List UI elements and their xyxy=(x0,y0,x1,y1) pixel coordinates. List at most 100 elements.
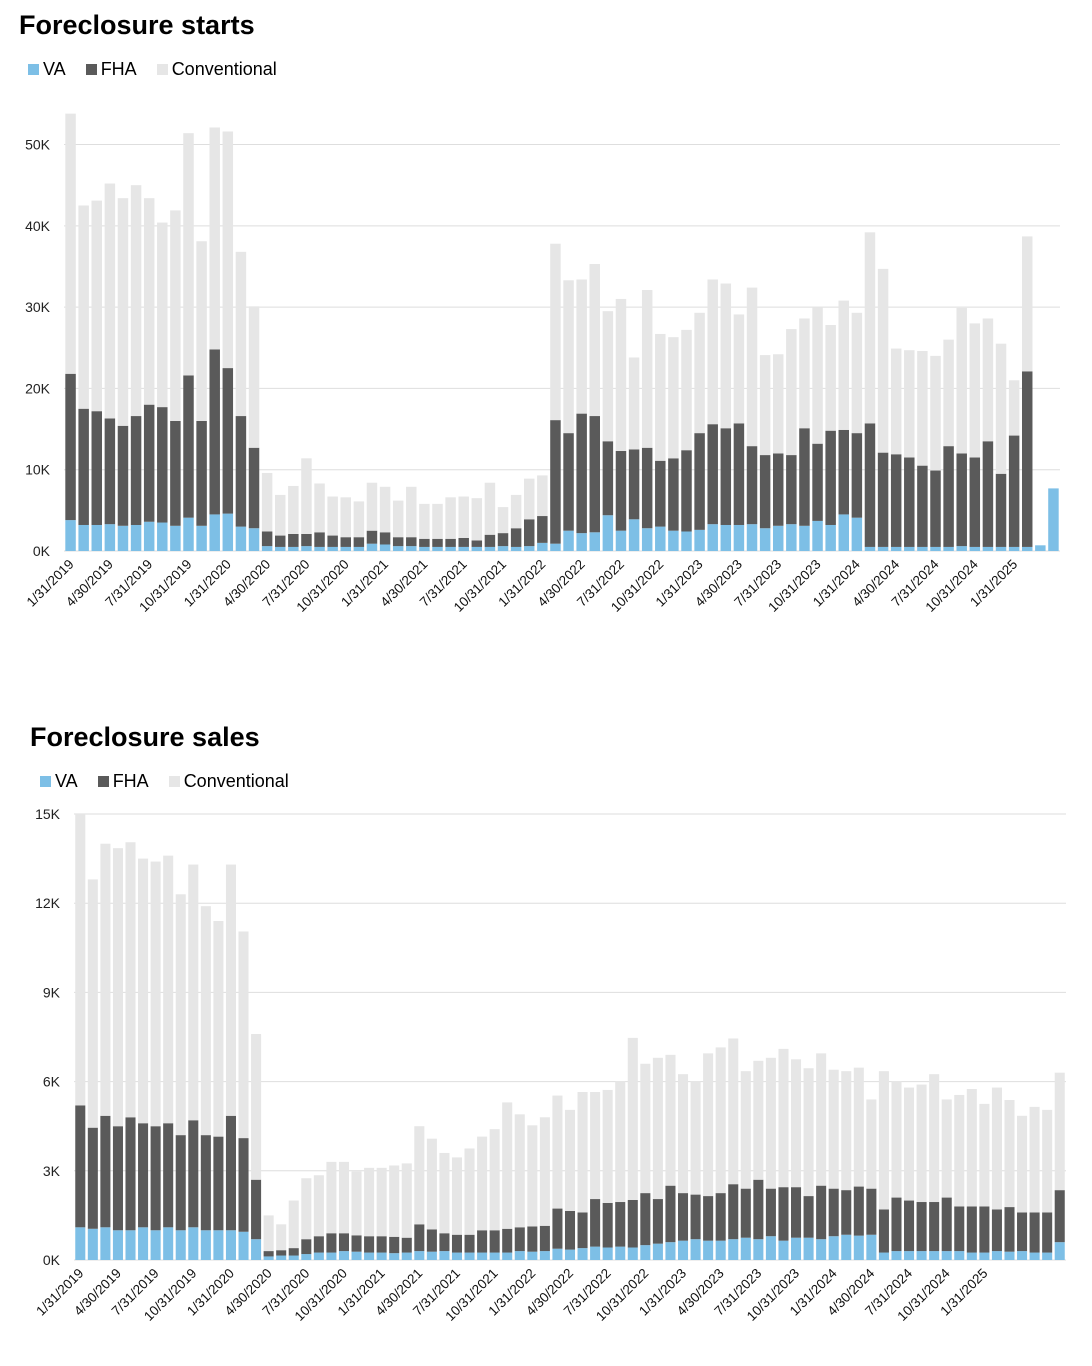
bar-conventional xyxy=(170,210,181,421)
foreclosure-sales-chart: 0K3K6K9K12K15K1/31/20194/30/20197/31/201… xyxy=(33,806,1066,1324)
bar-conventional xyxy=(966,1089,977,1207)
bar-fha xyxy=(261,531,273,547)
legend-swatch-conventional xyxy=(168,776,180,787)
bar-fha xyxy=(248,447,260,529)
bar-fha xyxy=(853,1186,864,1236)
bar-conventional xyxy=(87,879,98,1128)
bar-va xyxy=(163,1227,174,1260)
bar-fha xyxy=(392,537,404,547)
bar-conventional xyxy=(891,1081,902,1198)
bar-conventional xyxy=(759,355,771,456)
y-tick-label: 15K xyxy=(35,806,61,822)
bar-conventional xyxy=(366,482,378,531)
legend-label-conventional: Conventional xyxy=(171,59,277,79)
legend-swatch-va xyxy=(40,776,51,787)
bar-fha xyxy=(759,455,771,529)
bar-va xyxy=(941,1251,952,1260)
bar-fha xyxy=(655,460,666,527)
bar-va xyxy=(641,528,653,551)
bar-conventional xyxy=(78,205,89,409)
bar-va xyxy=(828,1236,839,1260)
bar-va xyxy=(589,532,600,551)
bar-conventional xyxy=(209,127,220,350)
bar-va xyxy=(772,525,784,551)
bar-va xyxy=(877,546,889,551)
bar-fha xyxy=(451,1234,463,1253)
bar-conventional xyxy=(715,1047,726,1194)
bar-va xyxy=(665,1242,676,1260)
bar-va xyxy=(715,1240,726,1260)
bar-conventional xyxy=(213,921,224,1137)
y-tick-label: 30K xyxy=(25,299,51,315)
legend-swatch-fha xyxy=(85,64,97,75)
bar-fha xyxy=(615,1202,626,1247)
bar-fha xyxy=(91,411,102,525)
bar-fha xyxy=(414,1224,425,1252)
bar-fha xyxy=(263,1251,274,1257)
bar-va xyxy=(979,1252,990,1260)
bar-fha xyxy=(117,425,129,526)
bar-va xyxy=(1029,1252,1040,1260)
bar-fha xyxy=(401,1237,412,1253)
bar-conventional xyxy=(628,357,640,450)
bar-fha xyxy=(458,537,469,547)
bar-fha xyxy=(484,534,496,547)
bar-va xyxy=(527,1251,538,1260)
bar-fha xyxy=(326,1233,337,1253)
bar-va xyxy=(222,513,234,551)
bar-va xyxy=(627,1247,638,1260)
bar-fha xyxy=(143,404,155,522)
bar-conventional xyxy=(665,1054,676,1186)
bar-fha xyxy=(677,1193,689,1241)
y-tick-label: 0K xyxy=(43,1252,61,1268)
bar-conventional xyxy=(150,861,161,1127)
bar-fha xyxy=(477,1230,488,1253)
y-tick-label: 50K xyxy=(25,137,51,153)
bar-conventional xyxy=(484,482,496,535)
bar-conventional xyxy=(251,1034,262,1180)
legend-item-conventional: Conventional xyxy=(168,771,289,792)
chart-title: Foreclosure starts xyxy=(19,10,255,40)
bar-va xyxy=(778,1240,789,1260)
bar-conventional xyxy=(406,486,417,538)
bar-conventional xyxy=(904,1087,915,1201)
bar-conventional xyxy=(733,314,745,424)
bar-fha xyxy=(904,1200,915,1252)
bar-va xyxy=(432,546,443,551)
bar-va xyxy=(419,546,430,551)
bar-conventional xyxy=(445,497,456,539)
bar-conventional xyxy=(351,1171,362,1236)
bar-fha xyxy=(527,1226,538,1252)
bar-fha xyxy=(878,1209,889,1253)
bar-va xyxy=(117,525,129,551)
bar-va xyxy=(720,524,732,551)
bar-va xyxy=(564,1249,576,1260)
bar-conventional xyxy=(235,251,247,417)
bar-conventional xyxy=(877,268,889,453)
bar-conventional xyxy=(746,287,758,447)
bar-conventional xyxy=(812,307,823,444)
bar-conventional xyxy=(65,113,76,374)
bar-va xyxy=(803,1237,814,1260)
bar-conventional xyxy=(510,494,522,529)
bar-va xyxy=(78,524,89,551)
bar-fha xyxy=(982,441,994,547)
bar-conventional xyxy=(523,478,535,520)
bar-fha xyxy=(720,428,732,525)
bar-conventional xyxy=(627,1037,638,1200)
bar-fha xyxy=(497,533,509,547)
bar-va xyxy=(652,1243,663,1260)
bar-conventional xyxy=(753,1060,764,1180)
bar-va xyxy=(1054,1242,1065,1260)
bar-fha xyxy=(552,1208,563,1249)
bar-fha xyxy=(930,470,941,547)
y-tick-label: 10K xyxy=(25,462,51,478)
bar-fha xyxy=(803,1196,814,1238)
bar-fha xyxy=(1017,1212,1028,1252)
bar-conventional xyxy=(956,307,967,454)
bar-fha xyxy=(288,1248,299,1256)
bar-conventional xyxy=(825,325,836,431)
bar-va xyxy=(301,546,312,551)
bar-conventional xyxy=(954,1094,965,1207)
bar-conventional xyxy=(104,183,116,419)
